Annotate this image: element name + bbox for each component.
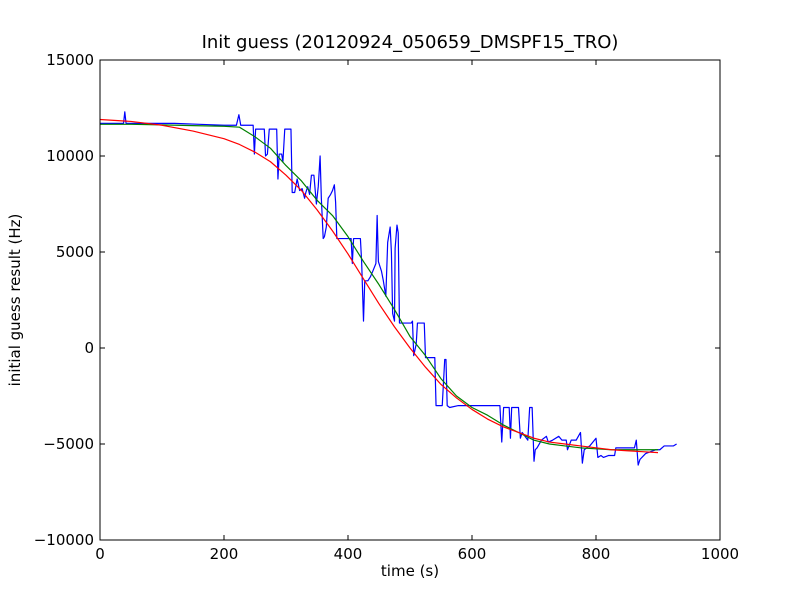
x-tick-label: 1000: [701, 545, 739, 563]
series-layer: [99, 111, 677, 466]
series-line-2: [100, 123, 658, 451]
x-tick-label: 0: [95, 545, 105, 563]
x-tick-label: 200: [210, 545, 239, 563]
plot-frame: [99, 59, 721, 541]
chart-title: Init guess (20120924_050659_DMSPF15_TRO): [202, 32, 619, 53]
y-axis-label: initial guess result (Hz): [6, 214, 24, 387]
series-line-3: [99, 118, 659, 454]
y-tick-label: −5000: [43, 435, 94, 453]
y-tick-label: −10000: [34, 531, 94, 549]
x-axis-label: time (s): [381, 562, 439, 580]
plot-area: 0 200 400 600 800 1000 −10000 −5000 0 5000 10000 15…: [34, 51, 739, 563]
y-tick-label: 15000: [46, 51, 94, 69]
ticks-layer: 0 200 400 600 800 1000 −10000 −5000 0 5000 10000 15…: [34, 51, 739, 563]
y-tick-label: 5000: [56, 243, 94, 261]
series-line-1: [100, 111, 677, 466]
y-tick-label: 10000: [46, 147, 94, 165]
x-tick-label: 600: [458, 545, 487, 563]
x-tick-label: 400: [334, 545, 363, 563]
y-tick-label: 0: [84, 339, 94, 357]
plot-background: [100, 60, 720, 540]
x-tick-label: 800: [582, 545, 611, 563]
